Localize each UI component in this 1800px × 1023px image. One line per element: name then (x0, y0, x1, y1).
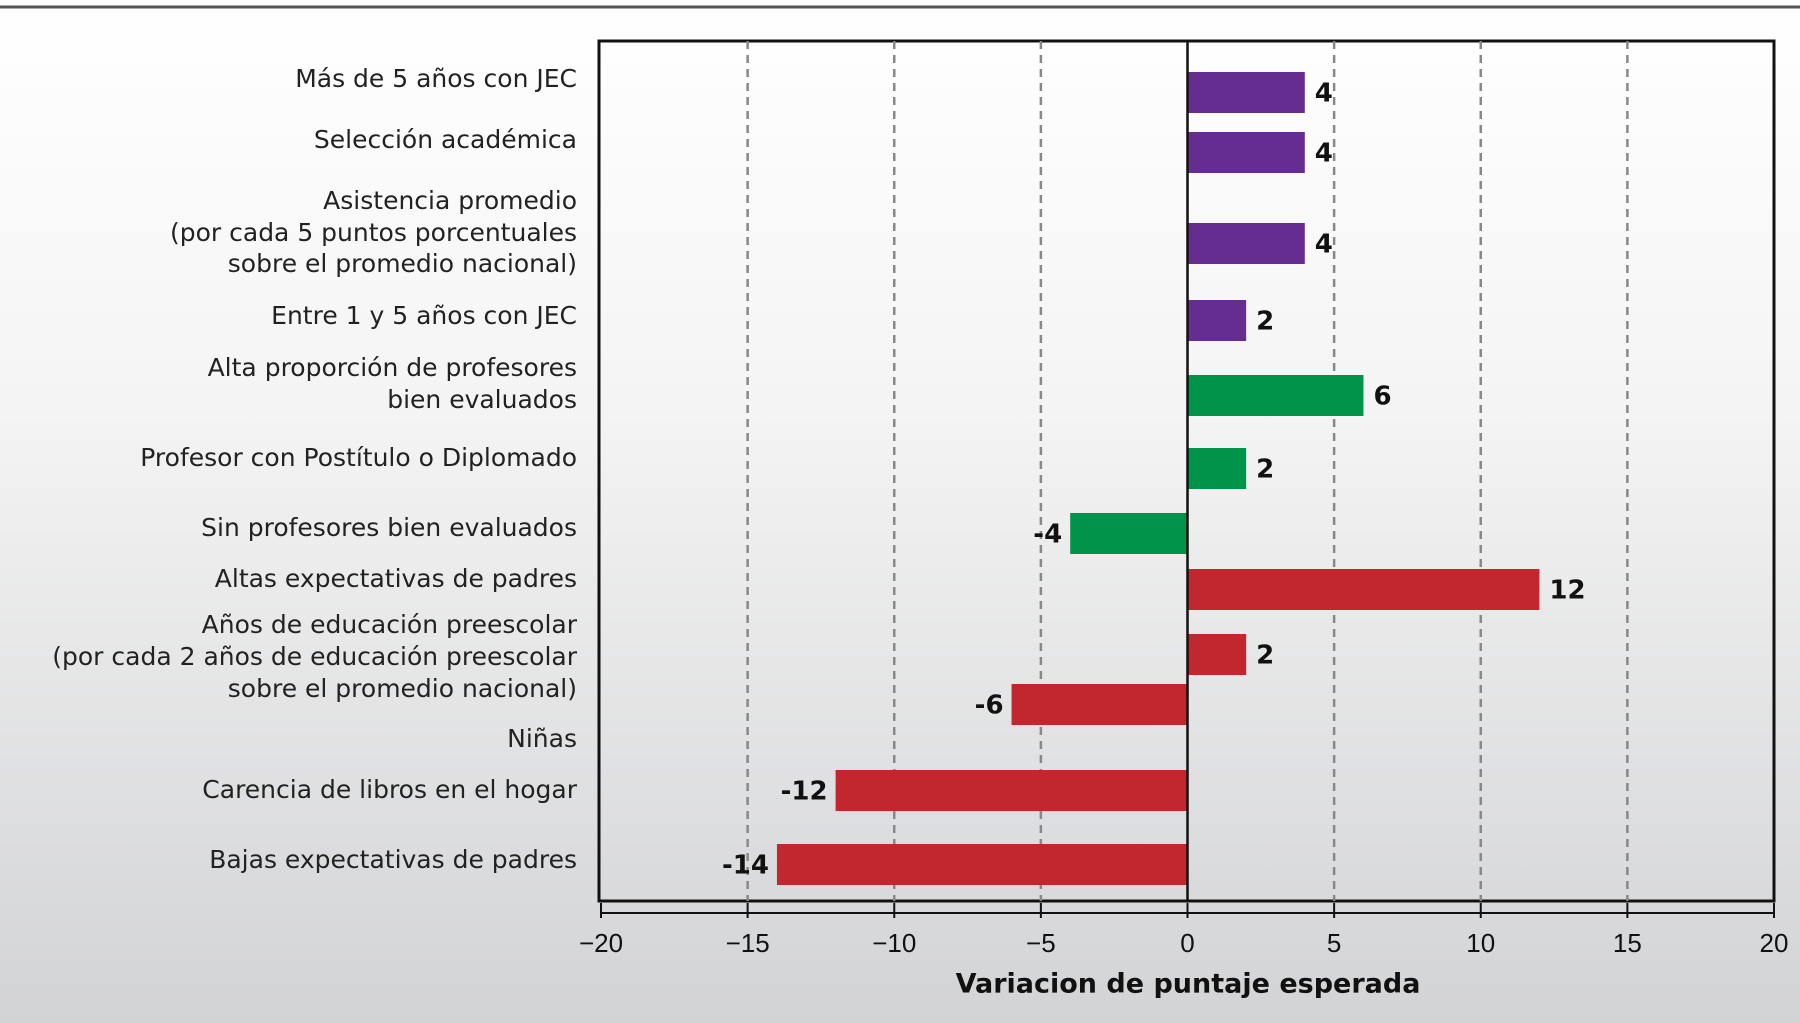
category-label: Selección académica (314, 125, 577, 154)
category-label: Alta proporción de profesores (208, 353, 577, 382)
x-tick-label: −10 (872, 928, 916, 958)
data-label: 2 (1256, 455, 1274, 485)
category-label: Sin profesores bien evaluados (201, 513, 577, 542)
bar (1011, 684, 1188, 725)
category-label: Más de 5 años con JEC (295, 64, 577, 93)
x-tick-label: 20 (1760, 928, 1789, 958)
category-label: bien evaluados (387, 385, 577, 414)
bar (835, 770, 1188, 811)
data-label: 6 (1373, 382, 1391, 412)
category-label: sobre el promedio nacional) (228, 674, 577, 703)
category-label: Años de educación preescolar (202, 610, 578, 639)
data-label: -14 (722, 851, 769, 881)
category-label: sobre el promedio nacional) (228, 249, 577, 278)
x-tick-label: 10 (1466, 928, 1495, 958)
bar (1187, 132, 1305, 173)
bar (1187, 300, 1247, 341)
data-label: -12 (781, 777, 828, 807)
category-label: (por cada 5 puntos porcentuales (170, 218, 577, 247)
data-label: 4 (1315, 79, 1333, 109)
x-tick-label: 0 (1180, 928, 1194, 958)
bar (1187, 448, 1247, 489)
bar (1070, 513, 1188, 554)
bar (1187, 223, 1305, 264)
data-label: 2 (1256, 307, 1274, 337)
data-label: 4 (1315, 230, 1333, 260)
x-tick-label: −15 (726, 928, 770, 958)
data-label: -4 (1033, 520, 1062, 550)
category-label: Niñas (507, 724, 577, 753)
category-label: Profesor con Postítulo o Diplomado (140, 443, 577, 472)
category-label: (por cada 2 años de educación preescolar (52, 642, 577, 671)
data-label: -6 (975, 691, 1004, 721)
category-label: Altas expectativas de padres (215, 564, 577, 593)
bar (1187, 634, 1247, 675)
x-tick-label: 5 (1327, 928, 1341, 958)
x-tick-label: −5 (1026, 928, 1056, 958)
category-label: Carencia de libros en el hogar (202, 775, 577, 804)
x-axis-title: Variacion de puntaje esperada (956, 969, 1421, 1000)
bar (776, 844, 1188, 885)
data-label: 4 (1315, 139, 1333, 169)
category-label: Entre 1 y 5 años con JEC (271, 301, 577, 330)
x-tick-label: 15 (1613, 928, 1642, 958)
bar (1187, 72, 1305, 113)
bar (1187, 375, 1364, 416)
bar (1187, 569, 1540, 610)
category-label: Asistencia promedio (323, 186, 577, 215)
data-label: 12 (1549, 576, 1585, 606)
data-label: 2 (1256, 641, 1274, 671)
category-label: Bajas expectativas de padres (209, 845, 577, 874)
x-tick-label: −20 (579, 928, 623, 958)
